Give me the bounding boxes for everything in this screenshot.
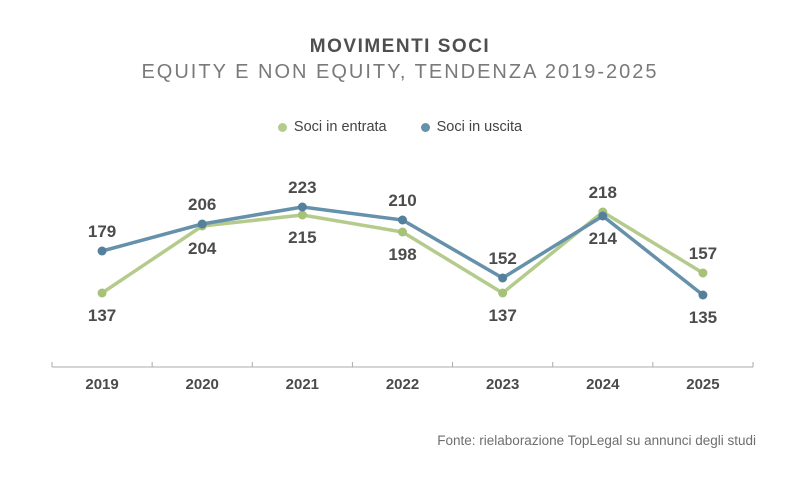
x-axis-label: 2019 <box>85 376 118 393</box>
legend-dot-entrata-icon <box>277 122 287 132</box>
line-chart: 2019 2020 2021 2022 2023 2024 2025 137 179 204 206… <box>51 178 754 393</box>
data-point-label-soci-in-uscita-2021: 223 <box>288 178 316 197</box>
source-note: Fonte: rielaborazione TopLegal su annunc… <box>437 433 756 448</box>
data-point-soci-in-entrata-2021 <box>297 210 307 220</box>
x-axis-label: 2024 <box>586 376 620 393</box>
data-point-soci-in-uscita-2022 <box>398 215 407 225</box>
data-point-label-soci-in-entrata-2024: 218 <box>589 183 617 202</box>
data-point-label-soci-in-uscita-2020: 206 <box>188 195 216 214</box>
data-point-label-soci-in-uscita-2025: 135 <box>689 308 717 327</box>
legend-label-entrata: Soci in entrata <box>293 119 387 135</box>
data-point-soci-in-uscita-2021 <box>297 202 307 212</box>
x-axis-label: 2020 <box>186 376 219 393</box>
data-point-label-soci-in-entrata-2022: 198 <box>388 245 416 264</box>
data-point-soci-in-uscita-2020 <box>197 219 207 229</box>
data-point-label-soci-in-entrata-2019: 137 <box>88 306 116 325</box>
data-point-soci-in-entrata-2019 <box>97 288 107 298</box>
data-point-label-soci-in-uscita-2019: 179 <box>88 222 116 241</box>
legend-label-uscita: Soci in uscita <box>436 119 523 135</box>
data-point-soci-in-entrata-2023 <box>498 288 508 298</box>
data-point-soci-in-entrata-2025 <box>698 268 708 278</box>
data-point-label-soci-in-uscita-2022: 210 <box>388 191 416 210</box>
x-axis-label: 2022 <box>386 376 419 393</box>
data-point-label-soci-in-entrata-2025: 157 <box>689 244 717 263</box>
chart-subtitle: EQUITY E NON EQUITY, TENDENZA 2019-2025 <box>141 61 659 83</box>
data-point-label-soci-in-entrata-2023: 137 <box>488 306 516 325</box>
data-point-soci-in-uscita-2025 <box>698 290 708 300</box>
x-axis-label: 2025 <box>686 376 719 393</box>
data-point-label-soci-in-entrata-2021: 215 <box>288 228 316 247</box>
data-point-soci-in-entrata-2022 <box>398 227 407 237</box>
data-point-soci-in-uscita-2023 <box>498 273 508 283</box>
legend-dot-uscita-icon <box>420 122 430 132</box>
data-point-label-soci-in-uscita-2023: 152 <box>488 249 516 268</box>
data-point-soci-in-uscita-2019 <box>97 246 107 256</box>
chart-title: MOVIMENTI SOCI <box>309 36 491 57</box>
data-point-soci-in-uscita-2024 <box>598 211 608 221</box>
x-axis-label: 2023 <box>486 376 519 393</box>
data-point-label-soci-in-entrata-2020: 204 <box>188 239 217 258</box>
legend-item-soci-in-uscita: Soci in uscita <box>420 119 523 135</box>
legend: Soci in entrata Soci in uscita <box>0 119 800 135</box>
legend-item-soci-in-entrata: Soci in entrata <box>277 119 387 135</box>
x-axis-label: 2021 <box>286 376 319 393</box>
data-point-label-soci-in-uscita-2024: 214 <box>589 229 618 248</box>
